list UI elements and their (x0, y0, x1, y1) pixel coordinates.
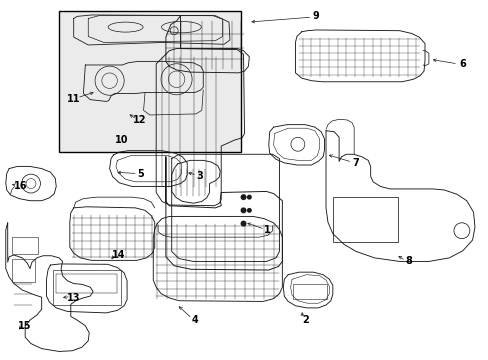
Text: 5: 5 (137, 168, 143, 179)
Bar (53, 270, 121, 305)
Text: 2: 2 (302, 315, 308, 325)
Bar (59, 12, 241, 153)
Circle shape (240, 221, 246, 226)
Text: 10: 10 (114, 135, 128, 145)
Text: 13: 13 (67, 293, 81, 303)
Circle shape (246, 195, 251, 200)
Bar (56, 274, 117, 293)
Text: 8: 8 (404, 256, 411, 266)
Text: 3: 3 (196, 171, 203, 181)
Text: 7: 7 (352, 158, 359, 168)
Text: 4: 4 (191, 315, 198, 325)
Bar (332, 197, 398, 242)
Text: 11: 11 (67, 94, 81, 104)
Circle shape (240, 194, 246, 200)
Text: 12: 12 (133, 115, 146, 125)
Bar (292, 284, 326, 298)
Bar (12, 237, 38, 254)
Text: 6: 6 (459, 59, 465, 69)
Text: 9: 9 (312, 12, 319, 21)
Text: 1: 1 (264, 225, 271, 235)
Text: 15: 15 (19, 321, 32, 331)
Text: 14: 14 (111, 250, 125, 260)
Bar (12, 258, 35, 282)
Text: 16: 16 (14, 181, 27, 192)
Circle shape (246, 208, 251, 213)
Circle shape (240, 207, 246, 213)
